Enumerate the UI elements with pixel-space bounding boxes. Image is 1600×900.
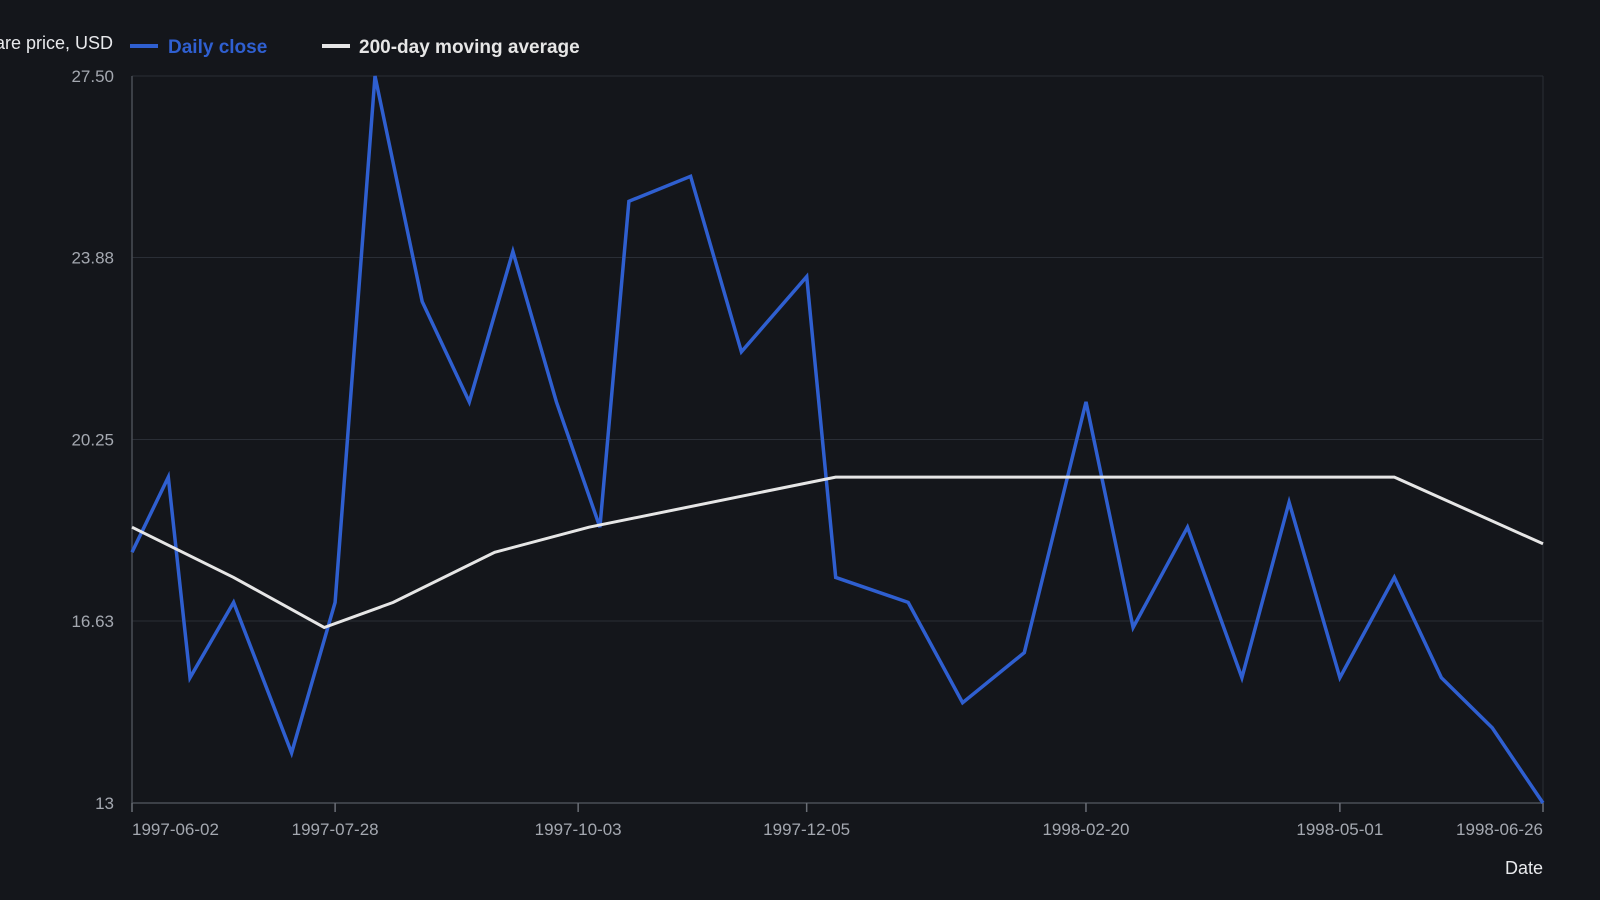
grid-lines [132, 75, 1544, 804]
moving-average-line [131, 475, 1544, 630]
x-tick-label: 1997-06-02 [132, 820, 219, 839]
legend: Share price, USD Daily close 200-day mov… [0, 33, 580, 58]
y-tick-label: 13 [95, 794, 114, 813]
x-tick-label: 1998-02-20 [1042, 820, 1129, 839]
x-tick-label: 1997-07-28 [292, 820, 379, 839]
legend-label-moving-average[interactable]: 200-day moving average [359, 37, 580, 58]
y-tick-label: 16.63 [71, 612, 114, 631]
series-lines [130, 75, 1545, 804]
x-tick-label: 1997-12-05 [763, 820, 850, 839]
y-tick-label: 27.50 [71, 67, 114, 86]
x-tick-label: 1998-05-01 [1296, 820, 1383, 839]
y-tick-label: 23.88 [71, 248, 114, 267]
y-tick-label: 20.25 [71, 431, 114, 450]
x-tick-label: 1998-06-26 [1456, 820, 1543, 839]
axes: 13 16.63 20.25 23.88 27.50 1997-06-02 1997-07-… [71, 67, 1544, 839]
legend-label-daily-close[interactable]: Daily close [168, 37, 267, 58]
x-tick-label: 1997-10-03 [535, 820, 622, 839]
y-axis-title: Share price, USD [0, 33, 113, 53]
x-axis-title: Date [1505, 858, 1543, 878]
